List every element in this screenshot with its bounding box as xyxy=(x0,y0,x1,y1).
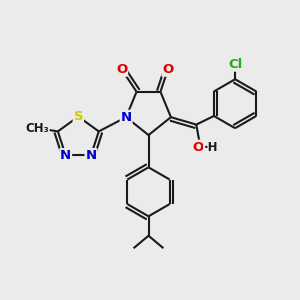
Text: O: O xyxy=(192,140,203,154)
Text: N: N xyxy=(85,149,97,162)
Text: Cl: Cl xyxy=(228,58,242,71)
Text: O: O xyxy=(116,63,127,76)
Text: S: S xyxy=(74,110,83,123)
Text: N: N xyxy=(121,111,132,124)
Text: ·H: ·H xyxy=(204,140,218,154)
Text: N: N xyxy=(60,149,71,162)
Text: CH₃: CH₃ xyxy=(25,122,49,135)
Text: O: O xyxy=(162,63,173,76)
